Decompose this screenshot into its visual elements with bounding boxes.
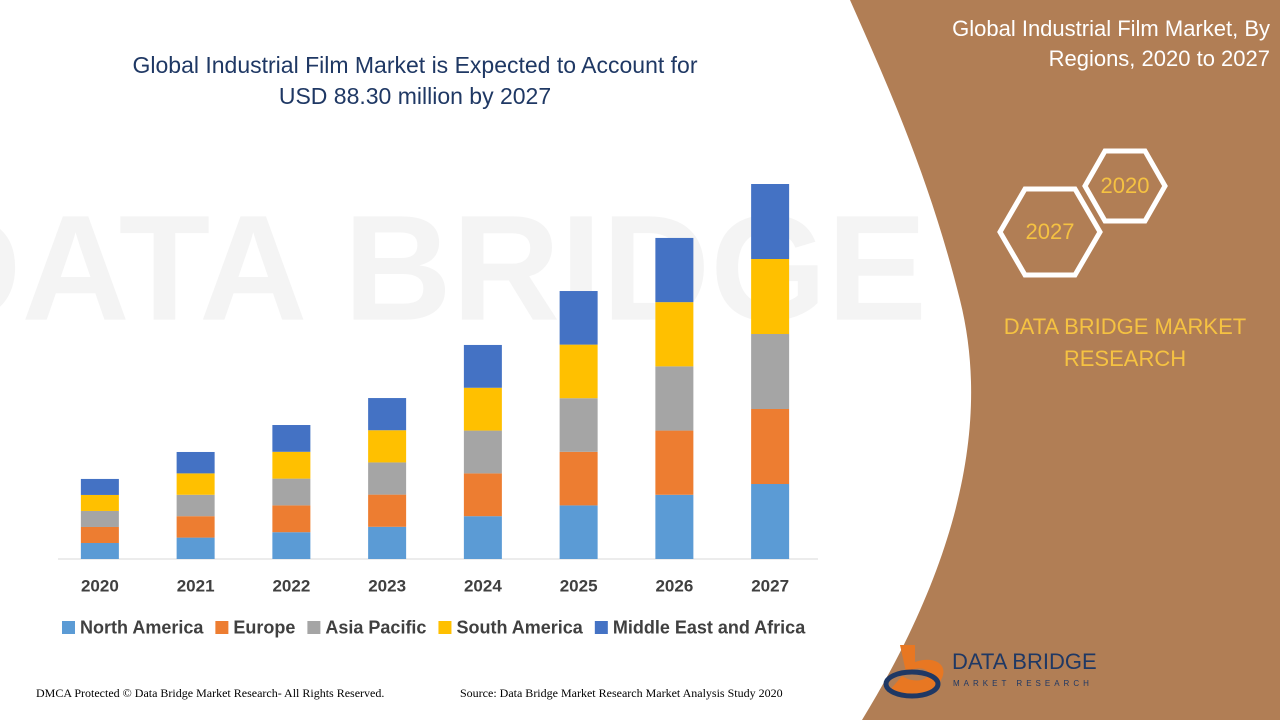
bar-segment bbox=[272, 478, 311, 506]
bar-segment bbox=[751, 259, 790, 334]
bar-segment bbox=[80, 542, 119, 559]
x-tick-label: 2027 bbox=[751, 576, 789, 595]
logo-mark bbox=[890, 645, 944, 696]
bar-segment bbox=[80, 494, 119, 511]
bar-segment bbox=[80, 478, 119, 495]
bar-segment bbox=[751, 184, 790, 259]
bar-segment bbox=[751, 334, 790, 409]
sidebar-title: Global Industrial Film Market, By Region… bbox=[952, 16, 1270, 71]
bar-segment bbox=[655, 237, 694, 303]
bar-segment bbox=[368, 398, 407, 431]
bar-segment bbox=[176, 537, 215, 559]
bar-segment bbox=[655, 430, 694, 495]
bar-segment bbox=[272, 505, 311, 533]
bar-segment bbox=[559, 398, 598, 452]
legend-label: Middle East and Africa bbox=[613, 617, 806, 637]
x-tick-label: 2026 bbox=[655, 576, 693, 595]
legend-label: South America bbox=[456, 617, 583, 637]
x-tick-label: 2024 bbox=[464, 576, 502, 595]
x-tick-label: 2022 bbox=[272, 576, 310, 595]
bar-segment bbox=[272, 425, 311, 452]
legend-label: Europe bbox=[233, 617, 295, 637]
legend-marker bbox=[438, 621, 452, 634]
bar-segment bbox=[368, 462, 407, 495]
x-tick-label: 2020 bbox=[81, 576, 119, 595]
source: Source: Data Bridge Market Research Mark… bbox=[460, 686, 783, 700]
legend-label: Asia Pacific bbox=[325, 617, 426, 637]
sidebar-background bbox=[850, 0, 1280, 720]
bar-segment bbox=[559, 505, 598, 559]
bar-segment bbox=[751, 484, 790, 559]
bar-segment bbox=[176, 494, 215, 517]
bar-segment bbox=[80, 510, 119, 527]
legend-marker bbox=[307, 621, 321, 634]
legend-marker bbox=[215, 621, 229, 634]
legend-marker bbox=[594, 621, 608, 634]
bar-segment bbox=[463, 387, 502, 431]
bar-segment bbox=[655, 494, 694, 559]
brand: DATA BRIDGE MARKET RESEARCH bbox=[1003, 314, 1247, 371]
hexagon bbox=[1082, 148, 1168, 224]
bar-segment bbox=[368, 430, 407, 463]
x-tick-label: 2021 bbox=[177, 576, 215, 595]
legend-label: North America bbox=[80, 617, 204, 637]
logo-tagline: MARKET RESEARCH bbox=[953, 679, 1093, 688]
hex-label: 2020 bbox=[1101, 173, 1150, 198]
bar-segment bbox=[176, 473, 215, 495]
bar-segment bbox=[80, 526, 119, 543]
bar-segment bbox=[655, 302, 694, 367]
bar-segment bbox=[463, 430, 502, 474]
bar-segment bbox=[176, 451, 215, 474]
logo-name: DATA BRIDGE bbox=[952, 649, 1097, 674]
bar-segment bbox=[272, 532, 311, 559]
bar-segment bbox=[176, 516, 215, 538]
hexagon bbox=[997, 186, 1103, 278]
bar-segment bbox=[368, 526, 407, 559]
bar-segment bbox=[463, 516, 502, 559]
bar-segment bbox=[463, 344, 502, 388]
bar-segment bbox=[368, 494, 407, 527]
bar-segment bbox=[751, 409, 790, 484]
x-tick-label: 2023 bbox=[368, 576, 406, 595]
bar-segment bbox=[559, 291, 598, 345]
bar-segment bbox=[655, 366, 694, 431]
bar-segment bbox=[559, 451, 598, 506]
legend-marker bbox=[62, 621, 75, 634]
bar-segment bbox=[463, 473, 502, 517]
hex-label: 2027 bbox=[1026, 219, 1075, 244]
copyright: DMCA Protected © Data Bridge Market Rese… bbox=[36, 686, 385, 700]
bar-segment bbox=[272, 451, 311, 479]
bar-segment bbox=[559, 344, 598, 399]
x-tick-label: 2025 bbox=[560, 576, 598, 595]
logo-mark bbox=[883, 669, 941, 699]
chart-title: Global Industrial Film Market is Expecte… bbox=[132, 52, 698, 109]
